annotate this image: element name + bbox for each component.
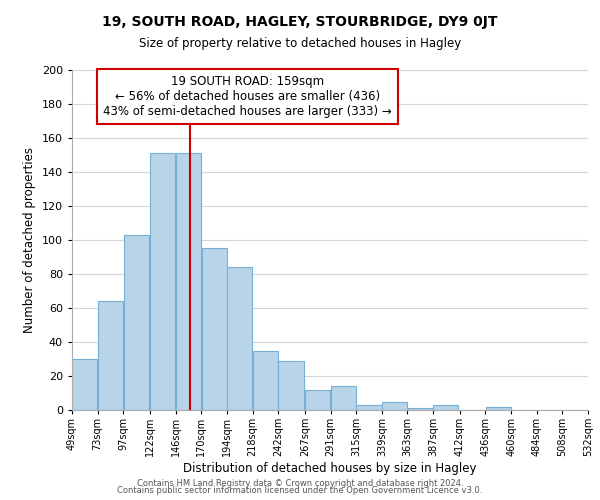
Text: Contains HM Land Registry data © Crown copyright and database right 2024.: Contains HM Land Registry data © Crown c…	[137, 478, 463, 488]
Bar	[382, 402, 407, 410]
Bar	[486, 406, 511, 410]
Bar	[356, 405, 382, 410]
Text: 19, SOUTH ROAD, HAGLEY, STOURBRIDGE, DY9 0JT: 19, SOUTH ROAD, HAGLEY, STOURBRIDGE, DY9…	[102, 15, 498, 29]
Bar	[124, 235, 149, 410]
Bar	[305, 390, 330, 410]
Bar	[433, 405, 458, 410]
Text: Size of property relative to detached houses in Hagley: Size of property relative to detached ho…	[139, 38, 461, 51]
Bar	[253, 350, 278, 410]
Text: 19 SOUTH ROAD: 159sqm
← 56% of detached houses are smaller (436)
43% of semi-det: 19 SOUTH ROAD: 159sqm ← 56% of detached …	[103, 75, 392, 118]
Bar	[72, 359, 97, 410]
Bar	[278, 360, 304, 410]
X-axis label: Distribution of detached houses by size in Hagley: Distribution of detached houses by size …	[183, 462, 477, 475]
Bar	[150, 154, 175, 410]
Bar	[98, 301, 123, 410]
Bar	[227, 267, 252, 410]
Bar	[202, 248, 227, 410]
Text: Contains public sector information licensed under the Open Government Licence v3: Contains public sector information licen…	[118, 486, 482, 495]
Y-axis label: Number of detached properties: Number of detached properties	[23, 147, 36, 333]
Bar	[176, 154, 201, 410]
Bar	[331, 386, 356, 410]
Bar	[408, 408, 433, 410]
